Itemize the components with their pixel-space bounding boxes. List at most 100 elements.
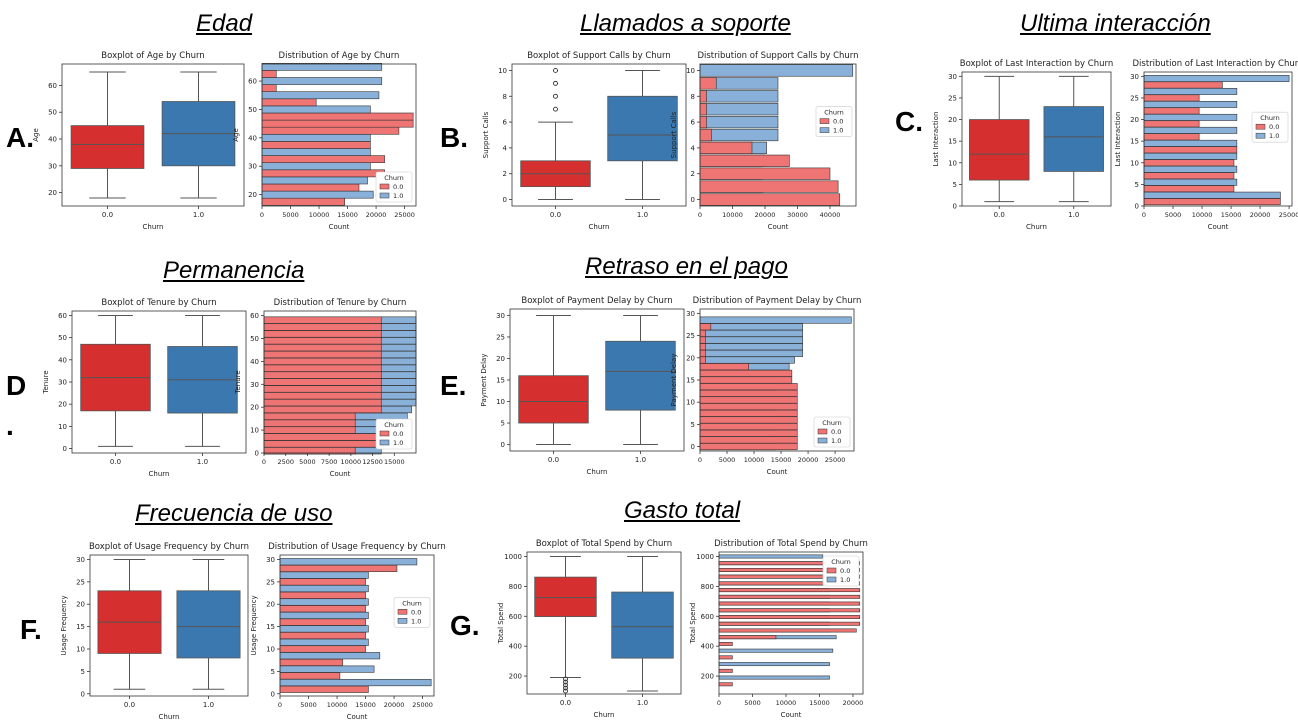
y-tick-label: 25	[686, 332, 695, 340]
outlier-point	[563, 676, 568, 682]
bar-churn-0	[699, 115, 707, 129]
x-tick-label: 10000	[776, 699, 797, 707]
y-axis-label: Total Spend	[689, 603, 697, 645]
y-axis-label: Support Calls	[482, 111, 490, 158]
section-title-last: Ultima interacción	[1020, 10, 1211, 37]
bar-churn-0	[699, 128, 712, 142]
legend-label: 1.0	[833, 127, 843, 135]
y-tick-label: 25	[266, 578, 275, 586]
plot-frame	[699, 308, 855, 452]
y-tick-label: 20	[250, 404, 259, 412]
outlier-point	[553, 68, 558, 73]
x-tick-label: 10000	[327, 701, 348, 709]
x-tick-label: 5000	[719, 456, 736, 464]
y-axis-label: Total Spend	[497, 603, 505, 645]
chart-title: Boxplot of Age by Churn	[101, 51, 204, 61]
bar-churn-1	[279, 638, 369, 646]
y-tick-label: 5	[953, 181, 957, 189]
bar-churn-0	[699, 423, 798, 431]
y-tick-label: 5	[691, 421, 695, 429]
bar-churn-0	[1143, 120, 1200, 128]
bar-churn-0	[261, 169, 385, 178]
x-tick-label: 5000	[299, 458, 316, 466]
bar-churn-1	[699, 90, 779, 103]
legend-title: Churn	[1260, 114, 1279, 122]
y-tick-label: 60	[250, 312, 259, 320]
legend-swatch-1.0	[379, 192, 390, 199]
box-1.0	[607, 95, 678, 162]
bar-churn-1	[718, 675, 830, 680]
legend-swatch-1.0	[1255, 132, 1266, 139]
y-tick-label: 800	[701, 583, 714, 591]
bar-churn-0	[263, 398, 382, 407]
bar-churn-0	[699, 90, 707, 103]
y-tick-label: 15	[1130, 138, 1139, 146]
y-tick-label: 20	[48, 189, 57, 197]
y-tick-label: 5	[81, 668, 85, 676]
box-1.0	[176, 590, 241, 659]
y-tick-label: 4	[691, 144, 696, 152]
bar-churn-0	[699, 416, 798, 424]
bar-churn-0	[263, 405, 382, 414]
legend-swatch-1.0	[819, 127, 830, 133]
y-tick-label: 10	[686, 399, 695, 407]
bar-churn-0	[699, 409, 798, 417]
bar-churn-0	[263, 344, 382, 352]
outlier-point	[563, 682, 568, 688]
bar-churn-0	[718, 615, 860, 619]
chart-title: Distribution of Total Spend by Churn	[714, 539, 868, 549]
y-tick-label: 10	[686, 67, 695, 75]
bar-churn-0	[718, 655, 733, 660]
y-tick-label: 0	[691, 196, 695, 204]
letter-d: D	[6, 370, 27, 401]
y-tick-label: 4	[503, 144, 508, 152]
bar-churn-0	[1143, 107, 1200, 115]
y-axis-label: Payment Delay	[670, 354, 678, 407]
legend-title: Churn	[402, 599, 421, 607]
y-axis-label: Age	[232, 128, 240, 142]
bar-churn-0	[279, 685, 369, 693]
legend-label: 1.0	[831, 437, 841, 445]
bar-churn-0	[699, 193, 841, 206]
bar-churn-1	[718, 554, 824, 559]
bar-churn-0	[261, 141, 371, 149]
y-axis-label: Last Interaction	[1114, 112, 1122, 167]
x-tick-label: 5000	[282, 211, 299, 219]
bar-churn-0	[718, 641, 733, 646]
x-tick-label: 2500	[277, 458, 294, 466]
bar-churn-0	[279, 672, 341, 680]
x-tick-label: 15000	[384, 458, 405, 466]
x-tick-label: 1.0	[637, 699, 648, 707]
x-axis-label: Churn	[1026, 223, 1047, 231]
box-0.0	[518, 375, 589, 424]
y-tick-label: 25	[948, 94, 957, 102]
y-axis-label: Tenure	[42, 370, 50, 394]
bar-churn-0	[718, 668, 733, 673]
bar-churn-0	[699, 154, 790, 167]
bar-churn-0	[261, 84, 277, 92]
legend-title: Churn	[831, 558, 850, 566]
x-tick-label: 25000	[394, 211, 415, 219]
legend-label: 0.0	[1269, 123, 1279, 131]
y-tick-label: 50	[58, 334, 67, 342]
bar-churn-1	[699, 343, 803, 351]
bar-churn-0	[699, 443, 798, 451]
bar-churn-1	[699, 356, 795, 364]
x-tick-label: 20000	[1250, 211, 1271, 219]
bar-churn-1	[699, 323, 803, 331]
section-title-calls: Llamados a soporte	[580, 10, 791, 37]
bar-churn-0	[699, 343, 706, 351]
y-tick-label: 60	[48, 82, 57, 90]
chart-title: Boxplot of Total Spend by Churn	[536, 539, 672, 549]
legend-label: 0.0	[393, 430, 403, 438]
y-tick-label: 15	[686, 377, 695, 385]
bar-churn-1	[1143, 152, 1238, 160]
y-tick-label: 8	[691, 93, 695, 101]
bar-churn-0	[699, 167, 831, 180]
box-0.0	[969, 119, 1030, 181]
chart-title: Boxplot of Usage Frequency by Churn	[89, 542, 249, 552]
chart-title: Boxplot of Payment Delay by Churn	[521, 296, 672, 306]
bar-churn-0	[263, 364, 382, 372]
x-tick-label: 10000	[1192, 211, 1213, 219]
bar-churn-1	[279, 611, 369, 619]
